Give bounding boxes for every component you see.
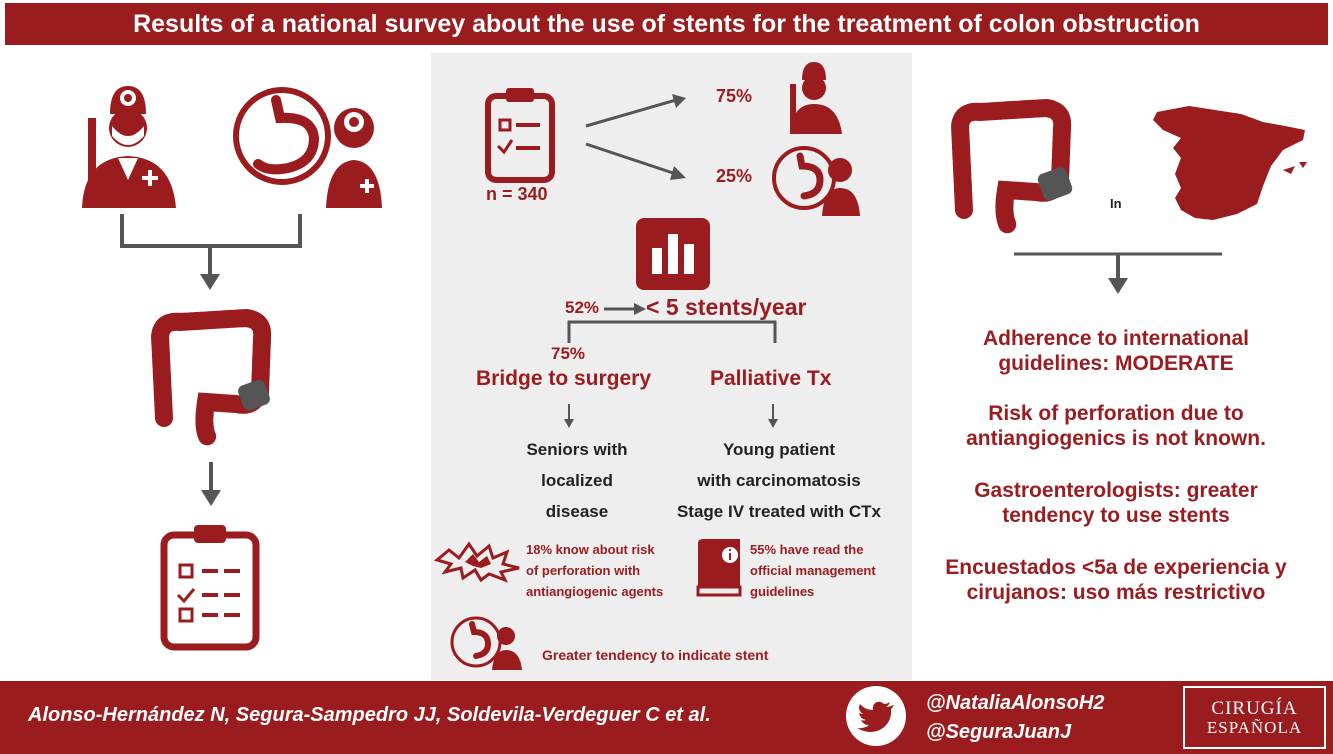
gastro-small-icon bbox=[770, 142, 860, 218]
conclusion-line: Encuestados <5a de experiencia y bbox=[945, 556, 1287, 579]
gastroenterologist-icon bbox=[232, 82, 382, 212]
surgeon-icon bbox=[78, 84, 178, 208]
bridge-label: Bridge to surgery bbox=[476, 367, 652, 390]
twitter-handles: @NataliaAlonsoH2 @SeguraJuanJ bbox=[926, 689, 1104, 747]
guidelines-book-icon bbox=[696, 539, 746, 597]
twitter-handle[interactable]: @SeguraJuanJ bbox=[926, 721, 1072, 743]
spain-map-icon bbox=[1145, 100, 1313, 228]
in-label: In bbox=[1110, 196, 1122, 211]
guidelines-read-line: guidelines bbox=[750, 584, 815, 599]
risk-knowledge-text: 18% know about risk of perforation with … bbox=[526, 539, 663, 602]
survey-clipboard-icon bbox=[160, 523, 260, 651]
conclusion-line: tendency to use stents bbox=[1002, 504, 1230, 527]
authors: Alonso-Hernández N, Segura-Sampedro JJ, … bbox=[28, 704, 711, 726]
bridge-indication-line: Seniors with bbox=[526, 440, 628, 459]
palliative-indication-line: with carcinomatosis bbox=[697, 471, 861, 490]
guidelines-read-text: 55% have read the official management gu… bbox=[750, 539, 876, 602]
conclusion-line: cirujanos: uso más restrictivo bbox=[966, 581, 1266, 604]
footer bbox=[0, 681, 1333, 754]
palliative-indication-line: Stage IV treated with CTx bbox=[676, 502, 882, 521]
journal-logo: CIRUGÍA ESPAÑOLA bbox=[1183, 686, 1326, 749]
colon-stent-small-icon bbox=[950, 98, 1082, 236]
tendency-text: Greater tendency to indicate stent bbox=[542, 647, 769, 663]
surgeons-percent: 75% bbox=[716, 86, 753, 106]
right-merge-arrow bbox=[1014, 250, 1224, 298]
survey-icon bbox=[484, 86, 556, 183]
risk-knowledge-line: 18% know about risk bbox=[526, 542, 655, 557]
stents-label: < 5 stents/year bbox=[646, 294, 807, 320]
twitter-handle[interactable]: @NataliaAlonsoH2 bbox=[926, 692, 1105, 714]
bridge-arrow bbox=[563, 404, 575, 430]
middle-panel bbox=[431, 53, 912, 680]
bridge-indication: Seniors with localized disease bbox=[492, 434, 662, 527]
perforation-icon bbox=[433, 541, 521, 583]
conclusion-line: Adherence to international bbox=[982, 327, 1250, 350]
page-title: Results of a national survey about the u… bbox=[133, 9, 1200, 38]
stents-percent: 52% bbox=[565, 298, 600, 317]
conclusion-perforation-risk: Risk of perforation due to antiangiogeni… bbox=[916, 401, 1316, 451]
risk-knowledge-line: of perforation with bbox=[526, 563, 641, 578]
down-arrow bbox=[200, 462, 222, 508]
merge-arrow bbox=[118, 214, 308, 294]
conclusion-line: guidelines: MODERATE bbox=[998, 352, 1234, 375]
conclusion-experience: Encuestados <5a de experiencia y cirujan… bbox=[916, 555, 1316, 605]
journal-name-line: ESPAÑOLA bbox=[1206, 717, 1303, 737]
stents-arrow bbox=[604, 303, 646, 315]
twitter-icon[interactable] bbox=[845, 685, 907, 747]
surgeon-small-icon bbox=[782, 58, 846, 134]
bridge-indication-line: disease bbox=[545, 502, 609, 521]
bar-chart-icon bbox=[636, 218, 710, 290]
guidelines-read-line: 55% have read the bbox=[750, 542, 864, 557]
conclusion-line: antiangiogenics is not known. bbox=[966, 427, 1266, 450]
conclusion-line: Risk of perforation due to bbox=[988, 402, 1244, 425]
conclusion-line: Gastroenterologists: greater bbox=[974, 479, 1258, 502]
colon-stent-icon bbox=[150, 308, 274, 447]
palliative-arrow bbox=[767, 404, 779, 430]
conclusion-gastroenterologists: Gastroenterologists: greater tendency to… bbox=[916, 478, 1316, 528]
bridge-percent: 75% bbox=[551, 344, 586, 363]
guidelines-read-line: official management bbox=[750, 563, 876, 578]
palliative-indication: Young patient with carcinomatosis Stage … bbox=[652, 434, 906, 527]
risk-knowledge-line: antiangiogenic agents bbox=[526, 584, 664, 599]
palliative-indication-line: Young patient bbox=[722, 440, 836, 459]
gastro-tendency-icon bbox=[450, 614, 522, 672]
title-bar: Results of a national survey about the u… bbox=[5, 3, 1328, 45]
conclusion-adherence: Adherence to international guidelines: M… bbox=[916, 326, 1316, 376]
sample-size: n = 340 bbox=[486, 184, 548, 204]
gastro-percent: 25% bbox=[716, 166, 753, 186]
palliative-label: Palliative Tx bbox=[710, 367, 832, 390]
stents-branch-connector bbox=[567, 319, 779, 345]
bridge-indication-line: localized bbox=[541, 471, 613, 490]
split-arrows bbox=[580, 92, 690, 184]
journal-name-line: CIRUGÍA bbox=[1211, 697, 1298, 719]
